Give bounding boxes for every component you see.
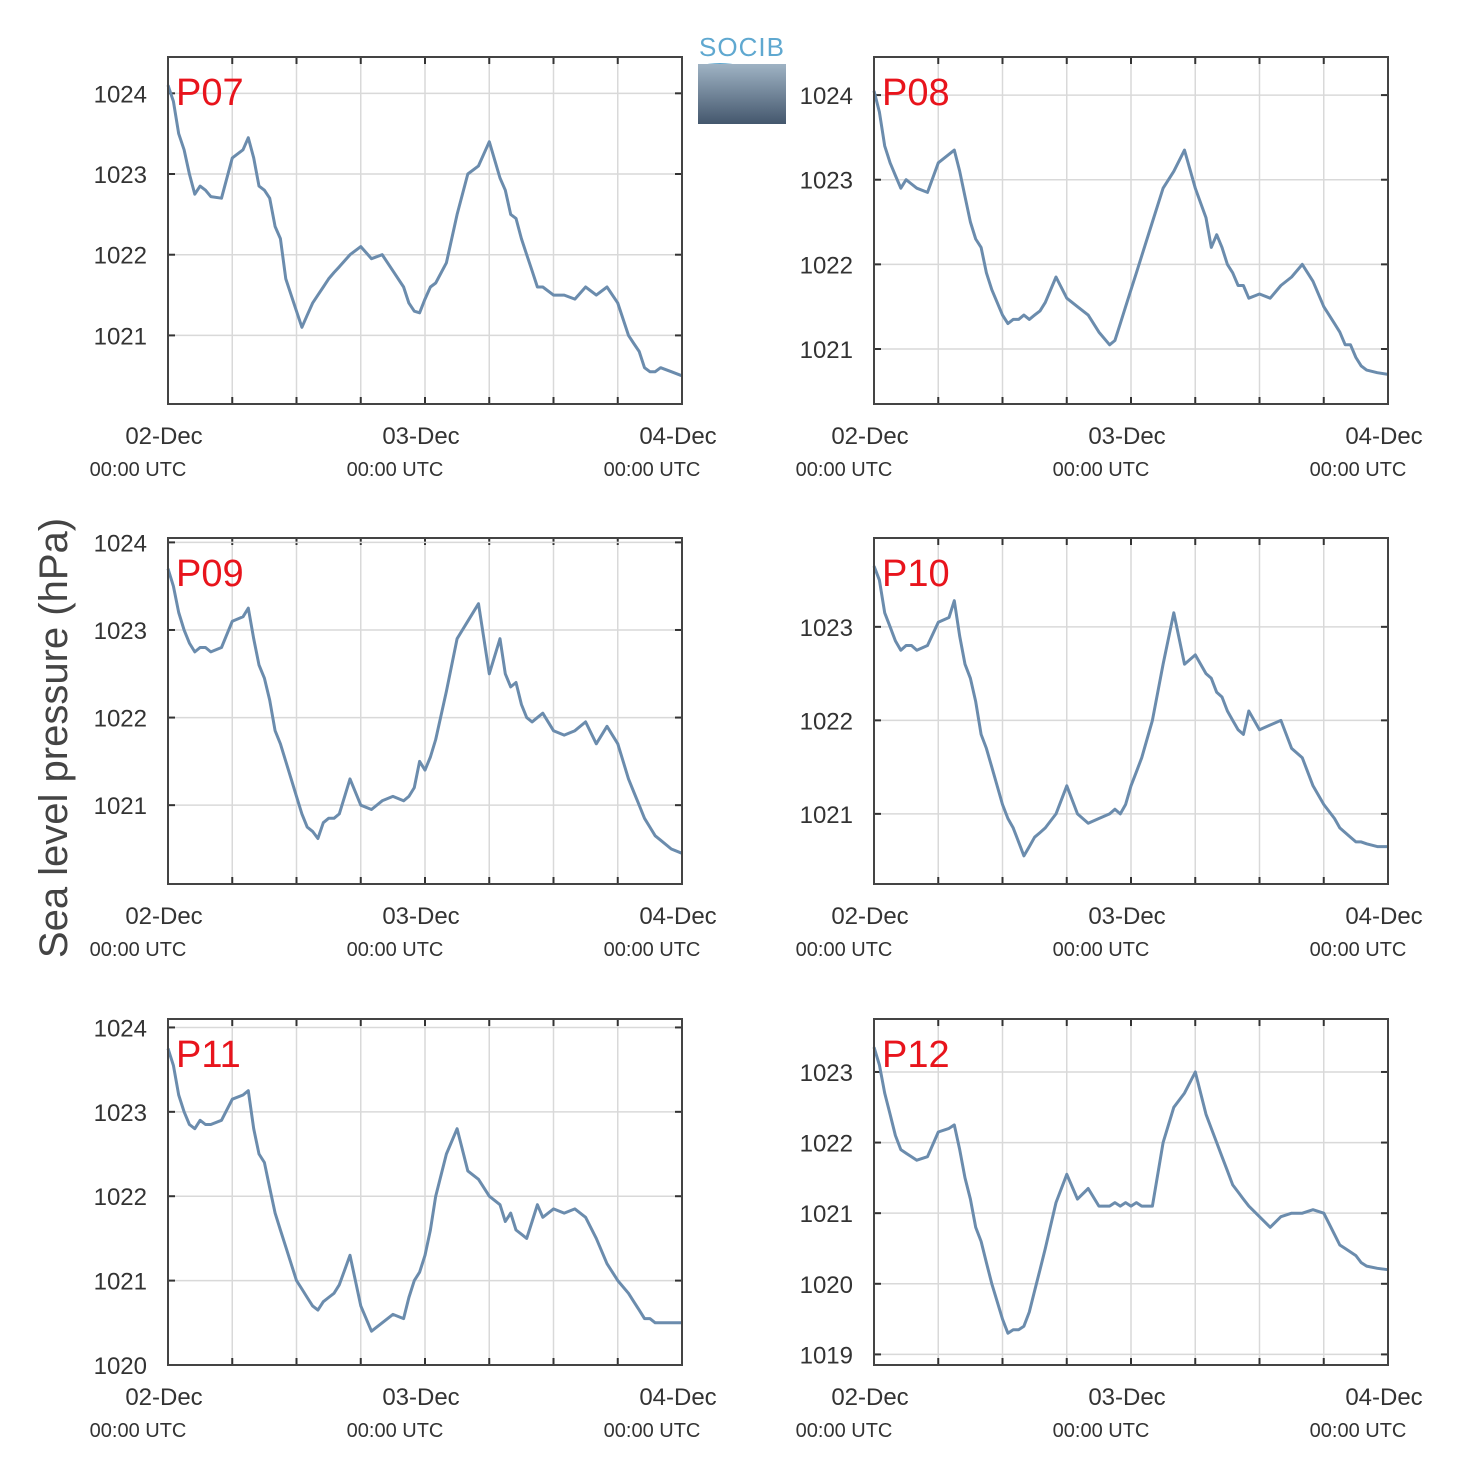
plot-frame [873,537,1389,885]
x-tick-label: 04-Dec [1345,423,1422,450]
x-tick-sublabel: 00:00 UTC [796,459,893,481]
x-tick-label: 03-Dec [382,1384,459,1411]
x-tick-label: 03-Dec [382,423,459,450]
x-tick-label: 03-Dec [1088,423,1165,450]
y-tick-label: 1023 [94,1100,147,1127]
x-tick-sublabel: 00:00 UTC [1310,1420,1407,1442]
station-label: P08 [882,72,950,114]
y-tick-label: 1021 [800,802,853,829]
x-tick-label: 02-Dec [125,1384,202,1411]
plot-frame [167,1018,683,1366]
pressure-series-line [166,568,683,855]
plot-frame [167,56,683,405]
y-tick-label: 1021 [94,1269,147,1296]
pressure-series-line [872,565,1388,858]
x-tick-label: 02-Dec [125,423,202,450]
y-tick-label: 1024 [94,530,147,557]
y-tick-label: 1021 [94,793,147,820]
panel-p09: 1021 1022 1023 1024 02-Dec 00:00 UTC 03-Dec 00:… [90,530,717,961]
x-tick-label: 04-Dec [639,903,716,930]
x-tick-label: 04-Dec [1345,1384,1422,1411]
y-tick-label: 1023 [800,1060,853,1087]
x-tick-label: 04-Dec [1345,903,1422,930]
x-tick-sublabel: 00:00 UTC [604,939,701,961]
x-tick-sublabel: 00:00 UTC [1053,939,1150,961]
x-tick-sublabel: 00:00 UTC [604,1420,701,1442]
x-tick-sublabel: 00:00 UTC [347,939,444,961]
x-tick-label: 03-Dec [1088,1384,1165,1411]
y-tick-label: 1021 [800,337,853,364]
x-tick-sublabel: 00:00 UTC [347,459,444,481]
y-tick-label: 1024 [800,83,853,110]
x-tick-label: 04-Dec [639,1384,716,1411]
socib-logo: SOCIB [697,32,787,124]
y-tick-label: 1020 [800,1272,853,1299]
y-tick-label: 1021 [94,323,147,350]
logo-gradient-icon [698,64,786,124]
pressure-series-line [166,1048,682,1333]
x-tick-sublabel: 00:00 UTC [90,1420,187,1442]
x-tick-sublabel: 00:00 UTC [347,1420,444,1442]
y-tick-label: 1019 [800,1342,853,1369]
x-tick-label: 03-Dec [1088,903,1165,930]
station-label: P10 [882,553,950,595]
x-tick-sublabel: 00:00 UTC [90,939,187,961]
x-tick-sublabel: 00:00 UTC [796,1420,893,1442]
y-tick-label: 1021 [800,1201,853,1228]
x-tick-sublabel: 00:00 UTC [1053,459,1150,481]
y-tick-label: 1020 [94,1353,147,1380]
y-tick-label: 1022 [800,252,853,279]
y-tick-label: 1023 [800,615,853,642]
panel-p12: 1019 1020 1021 1022 1023 02-Dec 00:00 UTC 03-De… [796,1018,1423,1442]
logo-text: SOCIB [699,32,785,62]
y-tick-label: 1022 [94,706,147,733]
panel-p07: 1021 1022 1023 1024 02-Dec 00:00 UTC 03-Dec 00:… [90,56,717,481]
station-label: P12 [882,1034,950,1076]
x-tick-sublabel: 00:00 UTC [1053,1420,1150,1442]
y-tick-label: 1024 [94,81,147,108]
pressure-series-line [166,84,683,378]
y-tick-label: 1023 [800,168,853,195]
plot-frame [873,56,1389,405]
y-tick-label: 1023 [94,618,147,645]
station-label: P07 [176,72,244,114]
panel-p10: 1021 1022 1023 02-Dec 00:00 UTC 03-Dec 00:00 U… [796,537,1423,961]
x-tick-label: 02-Dec [831,903,908,930]
y-tick-label: 1024 [94,1015,147,1042]
panel-p11: 1020 1021 1022 1023 1024 02-Dec 00:00 UTC 03-De… [90,1015,717,1442]
x-tick-sublabel: 00:00 UTC [796,939,893,961]
x-tick-sublabel: 00:00 UTC [1310,939,1407,961]
y-tick-label: 1022 [800,1131,853,1158]
x-tick-label: 02-Dec [831,1384,908,1411]
y-tick-label: 1022 [800,708,853,735]
y-tick-label: 1022 [94,243,147,270]
y-tick-label: 1022 [94,1184,147,1211]
x-tick-sublabel: 00:00 UTC [90,459,187,481]
y-tick-label: 1023 [94,162,147,189]
station-label: P11 [176,1034,241,1076]
x-tick-label: 03-Dec [382,903,459,930]
x-tick-sublabel: 00:00 UTC [604,459,701,481]
x-tick-label: 02-Dec [125,903,202,930]
x-tick-label: 04-Dec [639,423,716,450]
pressure-series-line [872,90,1389,376]
plot-frame [167,537,683,885]
plot-frame [873,1018,1389,1366]
panel-p08: 1021 1022 1023 1024 02-Dec 00:00 UTC 03-Dec 00:… [796,56,1423,481]
station-label: P09 [176,553,244,595]
x-tick-sublabel: 00:00 UTC [1310,459,1407,481]
x-tick-label: 02-Dec [831,423,908,450]
pressure-series-line [872,1046,1389,1335]
